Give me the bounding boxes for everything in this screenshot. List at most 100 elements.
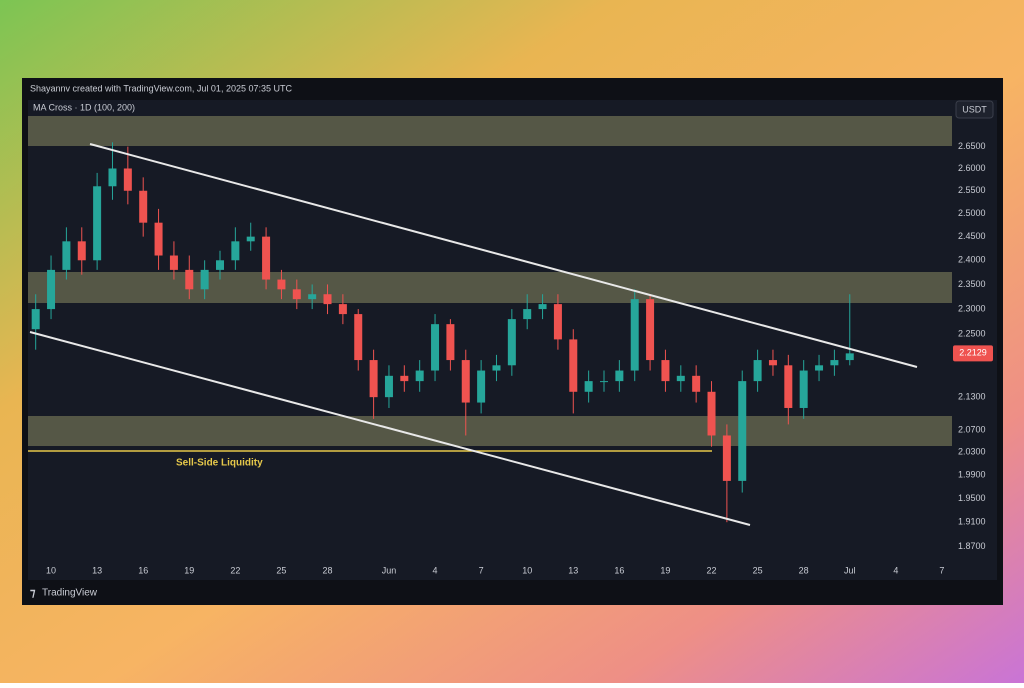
currency[interactable]: USDT — [962, 104, 987, 114]
candle-body — [108, 168, 117, 187]
resistance-zone — [28, 116, 952, 146]
x-tick-label: 19 — [660, 565, 670, 575]
candle-body — [277, 279, 286, 290]
x-tick-label: 16 — [614, 565, 624, 575]
y-tick-label: 2.4500 — [958, 231, 986, 241]
x-tick-label: 7 — [939, 565, 944, 575]
mid-zone — [28, 272, 952, 303]
candle-body — [784, 365, 793, 408]
x-tick-label: 4 — [433, 565, 438, 575]
candle-body — [446, 324, 455, 361]
candle-body — [431, 324, 440, 371]
x-tick-label: 22 — [230, 565, 240, 575]
x-tick-label: 22 — [707, 565, 717, 575]
candle-body — [354, 314, 363, 361]
candle-body — [62, 241, 71, 270]
currency-box[interactable] — [955, 100, 994, 119]
y-tick-label: 1.9900 — [958, 469, 986, 479]
x-tick-label: 4 — [893, 565, 898, 575]
candle-body — [676, 375, 685, 382]
x-tick-label: 19 — [184, 565, 194, 575]
candle-body — [738, 381, 747, 481]
candle-body — [692, 375, 701, 392]
candle-body — [77, 241, 86, 261]
candle-body — [722, 435, 731, 481]
candle-body — [461, 360, 470, 403]
x-tick-label: 10 — [522, 565, 532, 575]
candle-body — [799, 370, 808, 408]
candle-body — [246, 236, 255, 242]
y-tick-label: 2.0700 — [958, 424, 986, 434]
candle-body — [308, 294, 317, 300]
candle-body — [523, 309, 532, 320]
candle-body — [338, 304, 347, 315]
candle-body — [47, 269, 56, 310]
candle-body — [630, 299, 639, 371]
candle-body — [600, 381, 608, 383]
candle-body — [845, 353, 854, 361]
candle-body — [292, 289, 301, 300]
candle-body — [615, 370, 624, 382]
candle-body — [415, 370, 424, 382]
candle-body — [154, 222, 163, 256]
candle-body — [400, 375, 409, 382]
candle-body — [31, 309, 40, 330]
y-tick-label: 2.6000 — [958, 163, 986, 173]
header: Shayannv created with TradingView.com, J… — [30, 83, 292, 93]
candle-body — [93, 186, 102, 261]
channel-lower — [29, 331, 751, 526]
candle-body — [538, 304, 547, 310]
candle-body — [185, 269, 194, 290]
price-tag — [953, 345, 993, 362]
y-tick-label: 2.2500 — [958, 329, 986, 339]
x-tick-label: 13 — [568, 565, 578, 575]
y-tick-label: 2.5500 — [958, 185, 986, 195]
candle-body — [123, 168, 132, 191]
y-tick-label: 1.9100 — [958, 517, 986, 527]
candle-body — [477, 370, 486, 403]
x-tick-label: 28 — [323, 565, 333, 575]
candle-body — [768, 360, 777, 366]
x-tick-label: 10 — [46, 565, 56, 575]
brand: TradingView — [42, 588, 98, 599]
candle-body — [553, 304, 562, 340]
y-tick-label: 2.4000 — [958, 255, 986, 265]
y-tick-label: 2.3500 — [958, 279, 986, 289]
candle-body — [507, 319, 516, 366]
candle-body — [707, 391, 716, 436]
y-tick-label: 2.3000 — [958, 303, 986, 313]
candle-body — [584, 381, 593, 392]
x-tick-label: 7 — [479, 565, 484, 575]
y-tick-label: 1.9500 — [958, 493, 986, 503]
candle-body — [753, 360, 762, 382]
candle-body — [492, 365, 501, 371]
price-tag-label: 2.2129 — [959, 348, 987, 358]
candle-body — [646, 299, 655, 361]
candle-body — [815, 365, 824, 371]
x-tick-label: Jun — [382, 565, 397, 575]
x-tick-label: 13 — [92, 565, 102, 575]
y-tick-label: 1.8700 — [958, 541, 986, 551]
liquidity-label: Sell-Side Liquidity — [176, 458, 263, 469]
footer — [22, 583, 1003, 605]
support-zone — [28, 416, 952, 446]
y-tick-label: 2.1300 — [958, 392, 986, 402]
x-tick-label: 25 — [753, 565, 763, 575]
x-tick-label: 28 — [799, 565, 809, 575]
candle-body — [661, 360, 670, 382]
candle-body — [216, 260, 224, 270]
x-tick-label: 16 — [138, 565, 148, 575]
y-tick-label: 2.0300 — [958, 447, 986, 457]
candle-body — [200, 269, 209, 290]
candle-body — [262, 236, 271, 280]
x-tick-label: 25 — [276, 565, 286, 575]
candle-body — [384, 375, 393, 398]
candle-body — [569, 339, 578, 392]
indicator: MA Cross · 1D (100, 200) — [33, 102, 135, 112]
candle-body — [323, 294, 332, 305]
candle-body — [139, 190, 148, 223]
candle-body — [369, 360, 378, 398]
x-tick-label: Jul — [844, 565, 856, 575]
y-tick-label: 2.5000 — [958, 208, 986, 218]
